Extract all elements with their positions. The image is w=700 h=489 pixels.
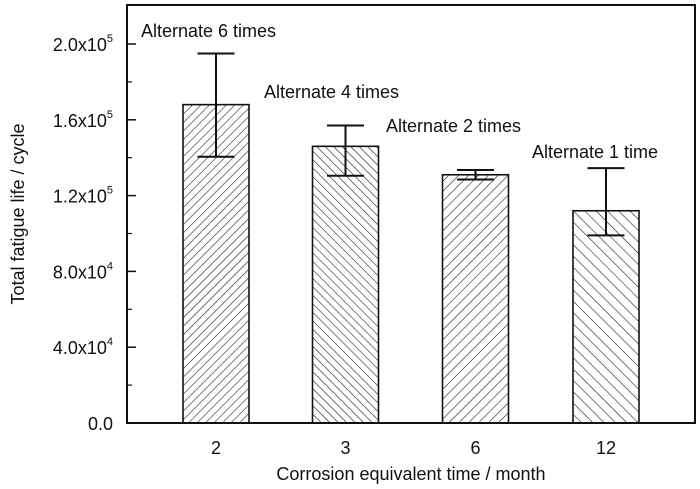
x-axis: 2 3 6 12 — [211, 438, 616, 458]
y-tick-label: 8.0x104 — [53, 260, 113, 282]
x-tick-label: 2 — [211, 438, 221, 458]
y-tick-label-exponent: 5 — [107, 109, 113, 121]
error-bars-group — [197, 52, 625, 237]
y-tick-label-mantissa: 2.0x10 — [53, 35, 107, 55]
y-tick-label-exponent: 4 — [107, 260, 113, 272]
y-tick-label-exponent: 5 — [107, 33, 113, 45]
bar-annotation: Alternate 4 times — [264, 82, 399, 102]
x-tick-label: 6 — [470, 438, 480, 458]
y-tick-label-exponent: 5 — [107, 185, 113, 197]
y-tick-label: 1.6x105 — [53, 109, 113, 131]
y-tick-label: 4.0x104 — [53, 336, 113, 358]
plot-frame — [126, 4, 696, 424]
bar — [441, 173, 510, 424]
y-tick-label: 1.2x105 — [53, 185, 113, 207]
y-tick-label-mantissa: 4.0x10 — [53, 338, 107, 358]
y-tick-label-mantissa: 1.6x10 — [53, 111, 107, 131]
y-tick-label-mantissa: 8.0x10 — [53, 262, 107, 282]
x-tick-label: 3 — [340, 438, 350, 458]
bars-group — [182, 103, 640, 424]
x-axis-label: Corrosion equivalent time / month — [276, 464, 545, 484]
bar — [572, 209, 640, 424]
y-tick-label: 2.0x105 — [53, 33, 113, 55]
bar-annotation: Alternate 2 times — [386, 116, 521, 136]
bar-annotation: Alternate 1 time — [532, 142, 658, 162]
bar-annotations: Alternate 6 times Alternate 4 times Altern… — [141, 21, 658, 162]
bar — [311, 145, 380, 424]
y-tick-label-mantissa: 1.2x10 — [53, 187, 107, 207]
x-tick-label: 12 — [596, 438, 616, 458]
bar-annotation: Alternate 6 times — [141, 21, 276, 41]
y-tick-label-mantissa: 0.0 — [88, 414, 113, 434]
y-axis-label: Total fatigue life / cycle — [8, 123, 28, 304]
y-tick-label-exponent: 4 — [107, 336, 113, 348]
y-tick-label: 0.0 — [88, 414, 113, 434]
